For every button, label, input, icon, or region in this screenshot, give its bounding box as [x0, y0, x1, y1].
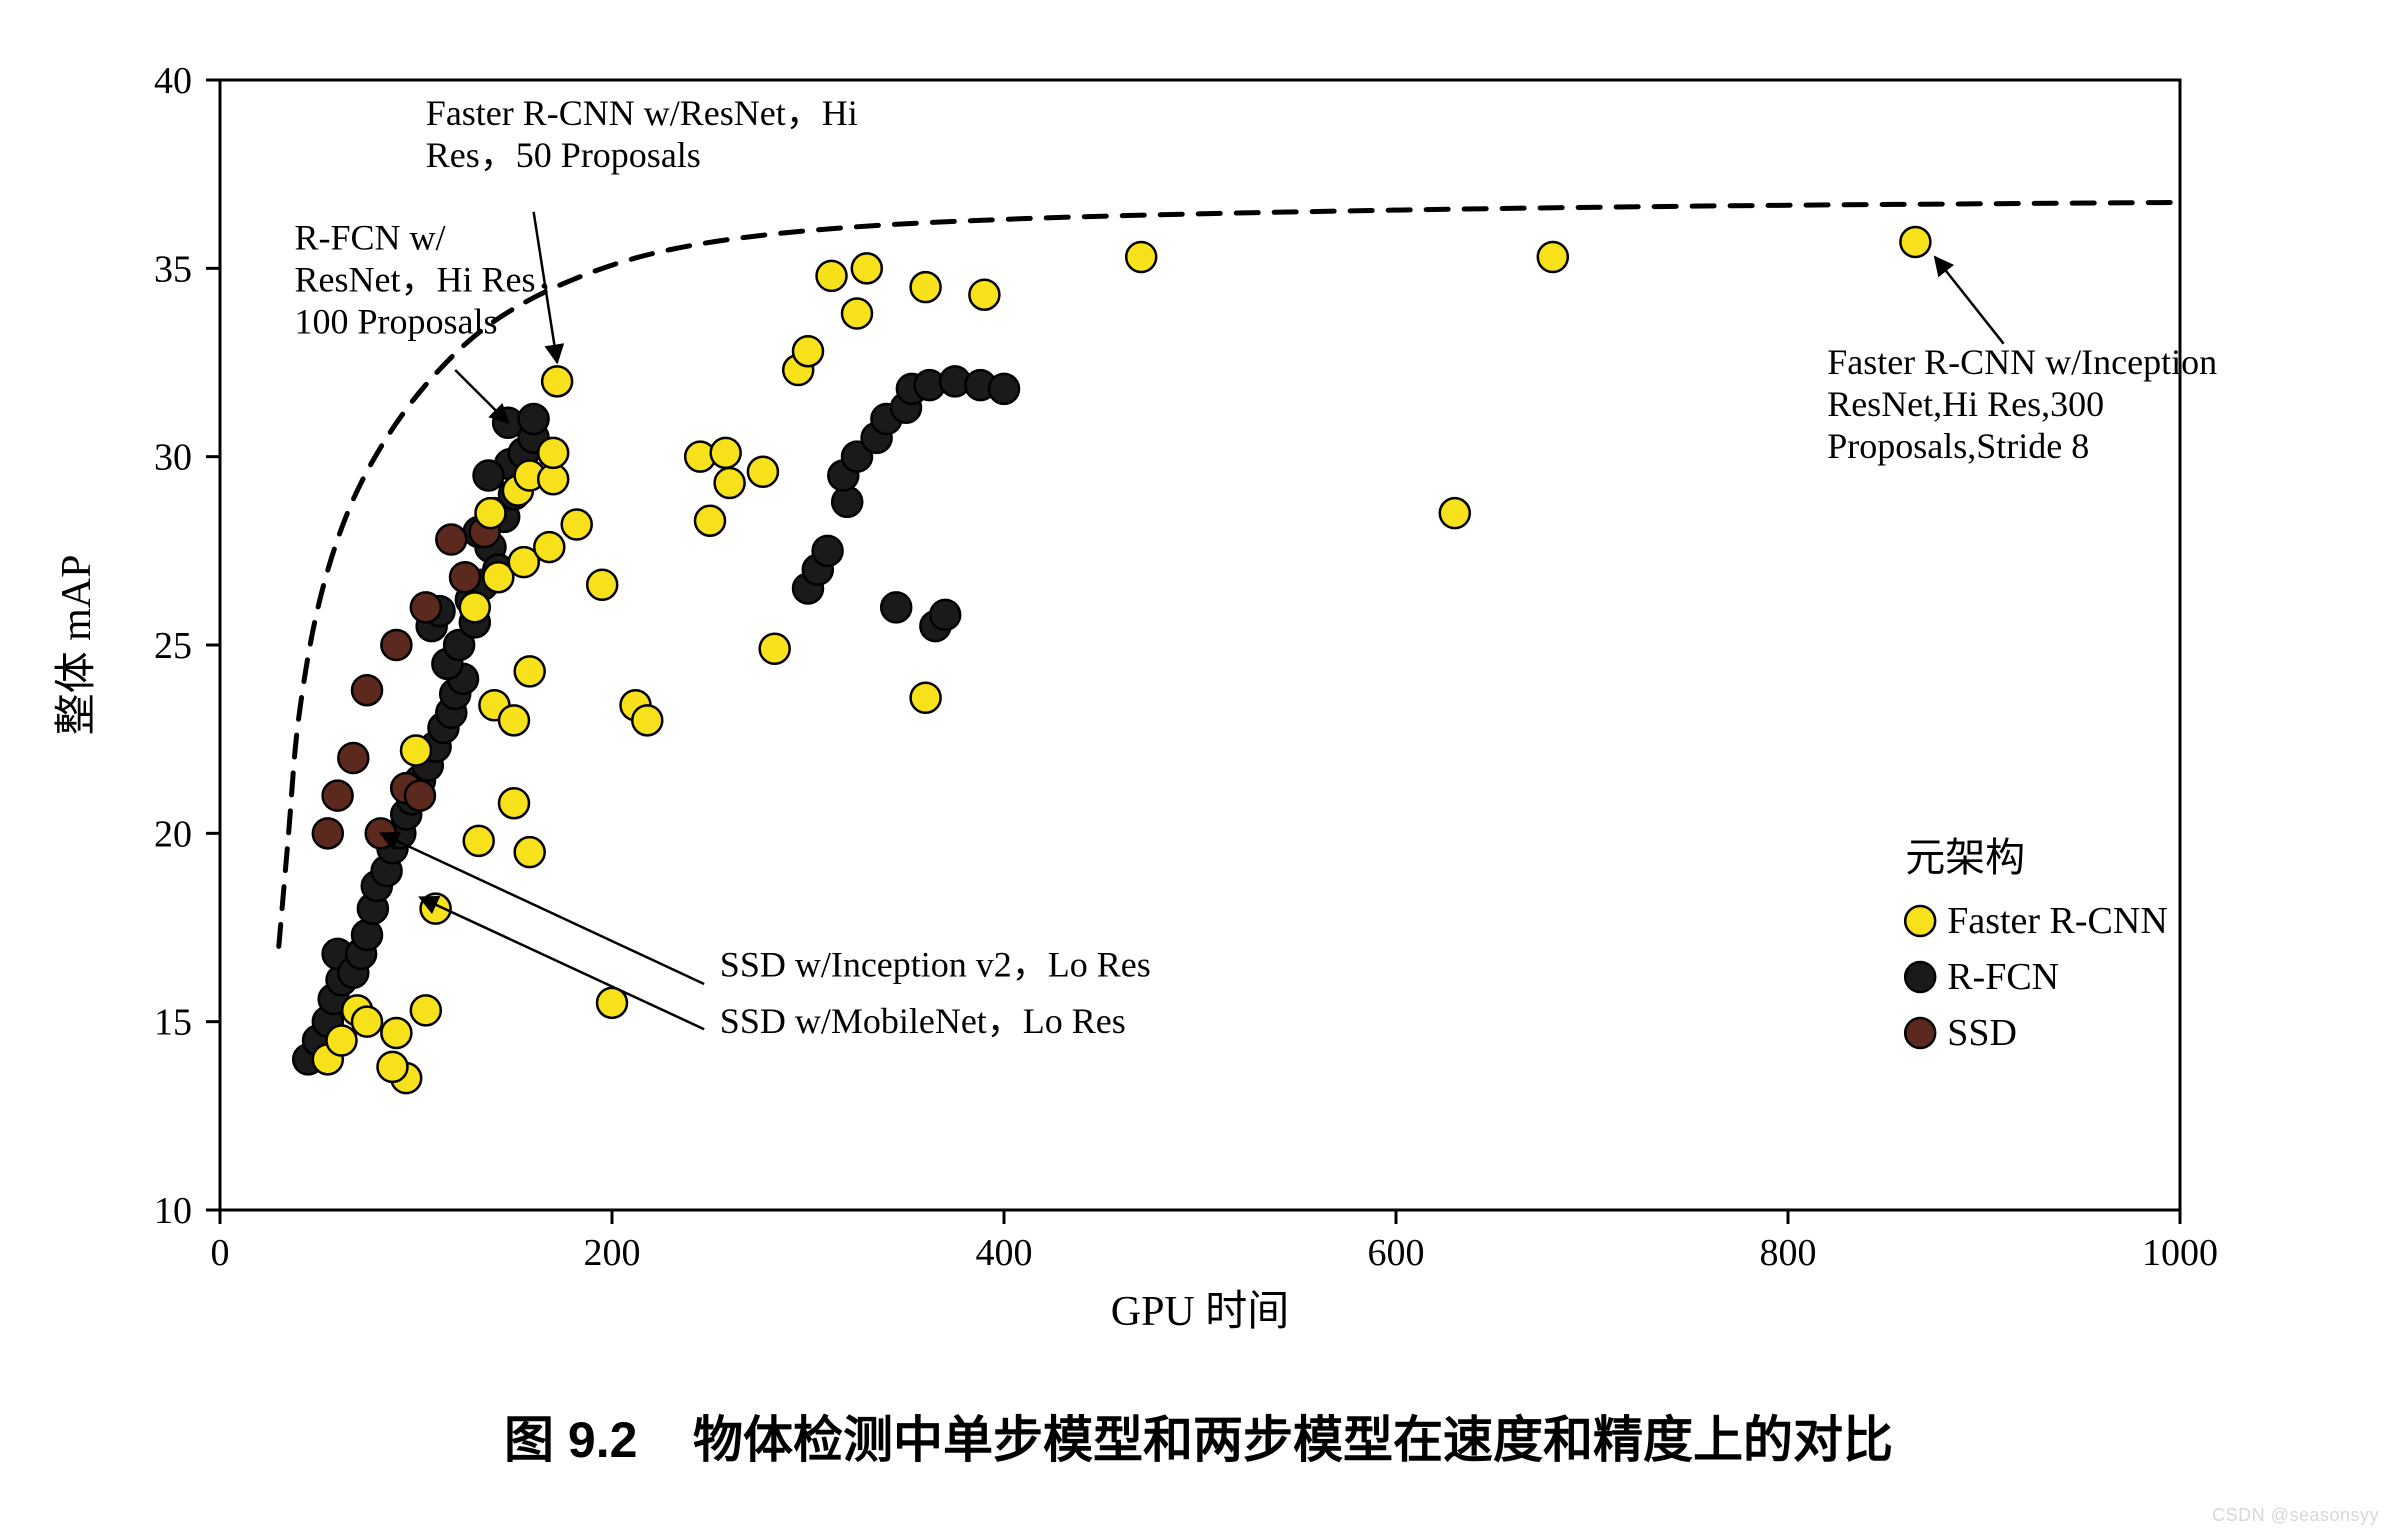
point-faster_rcnn: [534, 532, 564, 562]
point-rfcn: [989, 374, 1019, 404]
svg-text:15: 15: [154, 1002, 192, 1044]
svg-text:Faster R-CNN: Faster R-CNN: [1947, 900, 2168, 942]
point-faster_rcnn: [464, 826, 494, 856]
point-ssd: [450, 562, 480, 592]
point-ssd: [323, 781, 353, 811]
svg-text:400: 400: [976, 1232, 1033, 1274]
point-faster_rcnn: [695, 506, 725, 536]
point-faster_rcnn: [760, 634, 790, 664]
point-faster_rcnn: [499, 788, 529, 818]
point-rfcn: [930, 600, 960, 630]
point-faster_rcnn: [842, 299, 872, 329]
point-rfcn: [813, 536, 843, 566]
svg-text:元架构: 元架构: [1905, 835, 2025, 880]
svg-text:30: 30: [154, 437, 192, 479]
x-axis-label: GPU 时间: [1111, 1289, 1290, 1335]
svg-text:800: 800: [1760, 1232, 1817, 1274]
svg-text:SSD w/MobileNet，Lo Res: SSD w/MobileNet，Lo Res: [720, 1001, 1126, 1041]
point-ssd: [381, 630, 411, 660]
point-ssd: [405, 781, 435, 811]
point-ssd: [411, 592, 441, 622]
point-faster_rcnn: [793, 336, 823, 366]
point-faster_rcnn: [911, 272, 941, 302]
point-faster_rcnn: [715, 468, 745, 498]
point-faster_rcnn: [377, 1052, 407, 1082]
point-faster_rcnn: [538, 438, 568, 468]
figure-caption: 图 9.2 物体检测中单步模型和两步模型在速度和精度上的对比: [0, 1400, 2397, 1472]
point-faster_rcnn: [542, 366, 572, 396]
svg-text:200: 200: [584, 1232, 641, 1274]
point-faster_rcnn: [327, 1026, 357, 1056]
point-faster_rcnn: [852, 253, 882, 283]
page: 0 200 400 600 800 1000 10 15 20 25 30 35 40 GPU 时间 整体 …: [0, 0, 2397, 1536]
y-axis-label: 整体 mAP: [54, 555, 100, 736]
point-rfcn: [474, 461, 504, 491]
point-faster_rcnn: [401, 735, 431, 765]
point-faster_rcnn: [969, 280, 999, 310]
point-faster_rcnn: [1900, 227, 1930, 257]
point-ssd: [338, 743, 368, 773]
svg-text:35: 35: [154, 248, 192, 290]
caption-text: 物体检测中单步模型和两步模型在速度和精度上的对比: [693, 1412, 1893, 1468]
caption-prefix: 图 9.2: [504, 1412, 637, 1468]
point-ssd: [436, 525, 466, 555]
point-faster_rcnn: [381, 1018, 411, 1048]
svg-text:SSD w/Inception v2，Lo Res: SSD w/Inception v2，Lo Res: [720, 944, 1151, 984]
point-faster_rcnn: [499, 705, 529, 735]
point-faster_rcnn: [515, 656, 545, 686]
point-faster_rcnn: [460, 592, 490, 622]
point-faster_rcnn: [1440, 498, 1470, 528]
svg-text:Faster R-CNN w/ResNet，Hi: Faster R-CNN w/ResNet，Hi: [426, 93, 858, 133]
svg-text:R-FCN w/: R-FCN w/: [294, 218, 445, 258]
svg-text:20: 20: [154, 813, 192, 855]
point-faster_rcnn: [748, 457, 778, 487]
point-faster_rcnn: [711, 438, 741, 468]
svg-text:25: 25: [154, 625, 192, 667]
point-faster_rcnn: [911, 683, 941, 713]
point-ssd: [313, 818, 343, 848]
point-faster_rcnn: [632, 705, 662, 735]
svg-text:ResNet，Hi Res，: ResNet，Hi Res，: [294, 260, 571, 300]
svg-text:600: 600: [1368, 1232, 1425, 1274]
point-faster_rcnn: [562, 509, 592, 539]
svg-text:SSD: SSD: [1947, 1012, 2017, 1054]
point-faster_rcnn: [475, 498, 505, 528]
scatter-chart: 0 200 400 600 800 1000 10 15 20 25 30 35 40 GPU 时间 整体 …: [0, 0, 2397, 1350]
svg-text:10: 10: [154, 1190, 192, 1232]
point-faster_rcnn: [817, 261, 847, 291]
svg-text:1000: 1000: [2142, 1232, 2218, 1274]
point-ssd: [352, 675, 382, 705]
svg-text:40: 40: [154, 60, 192, 102]
point-faster_rcnn: [515, 837, 545, 867]
point-rfcn: [832, 487, 862, 517]
point-faster_rcnn: [411, 995, 441, 1025]
svg-text:0: 0: [211, 1232, 230, 1274]
svg-text:100 Proposals: 100 Proposals: [294, 302, 497, 342]
point-faster_rcnn: [1538, 242, 1568, 272]
point-faster_rcnn: [587, 570, 617, 600]
svg-text:ResNet,Hi Res,300: ResNet,Hi Res,300: [1827, 384, 2104, 424]
point-faster_rcnn: [352, 1007, 382, 1037]
point-rfcn: [519, 404, 549, 434]
point-rfcn: [352, 920, 382, 950]
svg-text:R-FCN: R-FCN: [1947, 956, 2059, 998]
svg-text:Res，50 Proposals: Res，50 Proposals: [426, 135, 701, 175]
svg-text:Proposals,Stride 8: Proposals,Stride 8: [1827, 426, 2089, 466]
watermark: CSDN @seasonsyy: [2212, 1505, 2379, 1526]
point-faster_rcnn: [1126, 242, 1156, 272]
point-rfcn: [881, 592, 911, 622]
svg-text:Faster R-CNN w/Inception: Faster R-CNN w/Inception: [1827, 342, 2217, 382]
